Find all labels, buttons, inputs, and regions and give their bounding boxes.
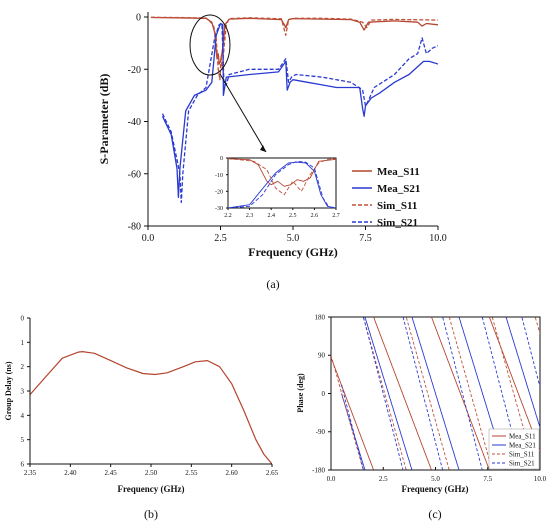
panel-c-xlabel: Frequency (GHz) bbox=[401, 484, 468, 494]
inset-y-ticks: 0 -10 -20 -30 bbox=[215, 156, 228, 212]
panel-b-label: (b) bbox=[144, 507, 158, 521]
x-tick-label: 2.40 bbox=[64, 469, 77, 477]
x-tick-label: 2.55 bbox=[185, 469, 198, 477]
y-tick-label: 0 bbox=[322, 390, 326, 398]
x-tick-label: 7.5 bbox=[359, 233, 372, 244]
inset-line-sim_s21 bbox=[228, 160, 336, 208]
x-tick-label: 5.0 bbox=[287, 233, 300, 244]
y-tick-label: -40 bbox=[128, 117, 141, 128]
y-tick-label: 90 bbox=[318, 352, 326, 360]
panel-c-series bbox=[331, 317, 540, 470]
panel-b-x-ticks: 2.35 2.40 2.45 2.50 2.55 2.60 2.65 bbox=[24, 464, 279, 477]
x-tick-label: 2.3 bbox=[246, 213, 254, 219]
series-line-sim_s11 bbox=[150, 16, 438, 81]
zoom-ellipse bbox=[189, 14, 231, 76]
y-tick-label: 0 bbox=[21, 314, 25, 322]
panel-c-y-ticks: 180 90 0 -90 -180 bbox=[312, 313, 331, 474]
x-tick-label: 2.5 bbox=[289, 213, 297, 219]
x-tick-label: 5.0 bbox=[431, 475, 440, 483]
phase-line-mea_s21 bbox=[340, 317, 540, 470]
inset-line-mea_s11 bbox=[228, 158, 336, 187]
y-tick-label: 4 bbox=[21, 412, 25, 420]
x-tick-label: 10.0 bbox=[534, 475, 547, 483]
y-tick-label: 6 bbox=[21, 460, 25, 468]
inset-plot: 2.2 2.3 2.4 2.5 2.6 2.7 0 -10 -20 -30 bbox=[215, 156, 340, 219]
x-tick-label: 2.7 bbox=[332, 213, 340, 219]
panel-b-y-ticks: 0 1 2 3 4 5 6 bbox=[21, 314, 30, 468]
x-tick-label: 10.0 bbox=[429, 233, 447, 244]
inset-x-ticks: 2.2 2.3 2.4 2.5 2.6 2.7 bbox=[224, 208, 340, 219]
inset-series bbox=[228, 158, 336, 208]
panel-a-label: (a) bbox=[266, 277, 279, 291]
panel-a-ylabel: S-Parameter (dB) bbox=[97, 74, 111, 165]
panel-c-x-ticks: 0.0 2.5 5.0 7.5 10.0 bbox=[327, 467, 547, 483]
legend-label: Sim_S21 bbox=[509, 460, 535, 468]
panel-a-y-ticks: 0 -20 -40 -60 -80 bbox=[128, 13, 148, 233]
zoom-arrow bbox=[219, 73, 267, 153]
y-tick-label: 1 bbox=[21, 339, 25, 347]
legend-label: Mea_S21 bbox=[509, 442, 536, 450]
inset-line-sim_s11 bbox=[228, 158, 336, 196]
y-tick-label: 5 bbox=[21, 436, 25, 444]
series-line-mea_s11 bbox=[150, 16, 438, 65]
x-tick-label: 2.35 bbox=[24, 469, 37, 477]
y-tick-label: -90 bbox=[316, 428, 326, 436]
y-tick-label: -20 bbox=[215, 189, 223, 195]
panel-a-xlabel: Frequency (GHz) bbox=[248, 245, 337, 259]
x-tick-label: 7.5 bbox=[483, 475, 492, 483]
x-tick-label: 0.0 bbox=[327, 475, 336, 483]
x-tick-label: 2.45 bbox=[105, 469, 118, 477]
legend-label: Sim_S11 bbox=[509, 451, 535, 459]
panel-b-axes bbox=[29, 318, 272, 465]
panel-c: 0.0 2.5 5.0 7.5 10.0 180 90 0 -90 -180 Frequency… bbox=[296, 313, 547, 521]
inset-frame bbox=[227, 157, 337, 209]
legend-label: Mea_S21 bbox=[377, 183, 420, 195]
panel-a-legend: Mea_S11 Mea_S21 Sim_S11 Sim_S21 bbox=[352, 166, 420, 229]
y-tick-label: 0 bbox=[136, 13, 141, 24]
zoom-arrowhead bbox=[260, 145, 266, 152]
y-tick-label: -80 bbox=[128, 222, 141, 233]
x-tick-label: 2.2 bbox=[224, 213, 232, 219]
legend-label: Mea_S11 bbox=[377, 166, 420, 178]
series-line-mea_s21 bbox=[161, 22, 438, 198]
y-tick-label: -20 bbox=[128, 65, 141, 76]
legend-label: Sim_S11 bbox=[377, 200, 417, 212]
x-tick-label: 2.5 bbox=[379, 475, 388, 483]
x-tick-label: 2.50 bbox=[145, 469, 158, 477]
y-tick-label: -60 bbox=[128, 169, 141, 180]
x-tick-label: 0.0 bbox=[142, 233, 155, 244]
series-line-sim_s21 bbox=[161, 22, 438, 204]
panel-a-x-ticks: 0.0 2.5 5.0 7.5 10.0 bbox=[142, 226, 447, 244]
y-tick-label: -30 bbox=[215, 206, 223, 212]
y-tick-label: 2 bbox=[21, 363, 25, 371]
panel-b: 2.35 2.40 2.45 2.50 2.55 2.60 2.65 0 1 2 3 4 5 6 Fre… bbox=[4, 314, 279, 521]
panel-c-ylabel: Phase (deg) bbox=[296, 373, 305, 413]
phase-line-mea_s11 bbox=[331, 317, 540, 470]
panel-a: 0.0 2.5 5.0 7.5 10.0 0 -20 -40 -60 -80 Frequency… bbox=[97, 12, 447, 291]
x-tick-label: 2.5 bbox=[214, 233, 227, 244]
x-tick-label: 2.4 bbox=[267, 213, 275, 219]
panel-b-xlabel: Frequency (GHz) bbox=[117, 484, 184, 494]
y-tick-label: 0 bbox=[220, 156, 223, 162]
panel-b-series bbox=[30, 351, 272, 464]
panel-c-label: (c) bbox=[428, 507, 441, 521]
x-tick-label: 2.60 bbox=[226, 469, 239, 477]
x-tick-label: 2.6 bbox=[311, 213, 319, 219]
y-tick-label: 180 bbox=[315, 313, 326, 321]
y-tick-label: 3 bbox=[21, 387, 25, 395]
y-tick-label: -10 bbox=[215, 173, 223, 179]
panel-b-ylabel: Group Delay (ns) bbox=[4, 361, 13, 420]
y-tick-label: -180 bbox=[312, 466, 325, 474]
x-tick-label: 2.65 bbox=[266, 469, 279, 477]
group-delay-line bbox=[30, 351, 272, 464]
panel-a-series bbox=[150, 16, 438, 204]
legend-label: Mea_S11 bbox=[509, 433, 536, 441]
legend-label: Sim_S21 bbox=[377, 217, 418, 229]
